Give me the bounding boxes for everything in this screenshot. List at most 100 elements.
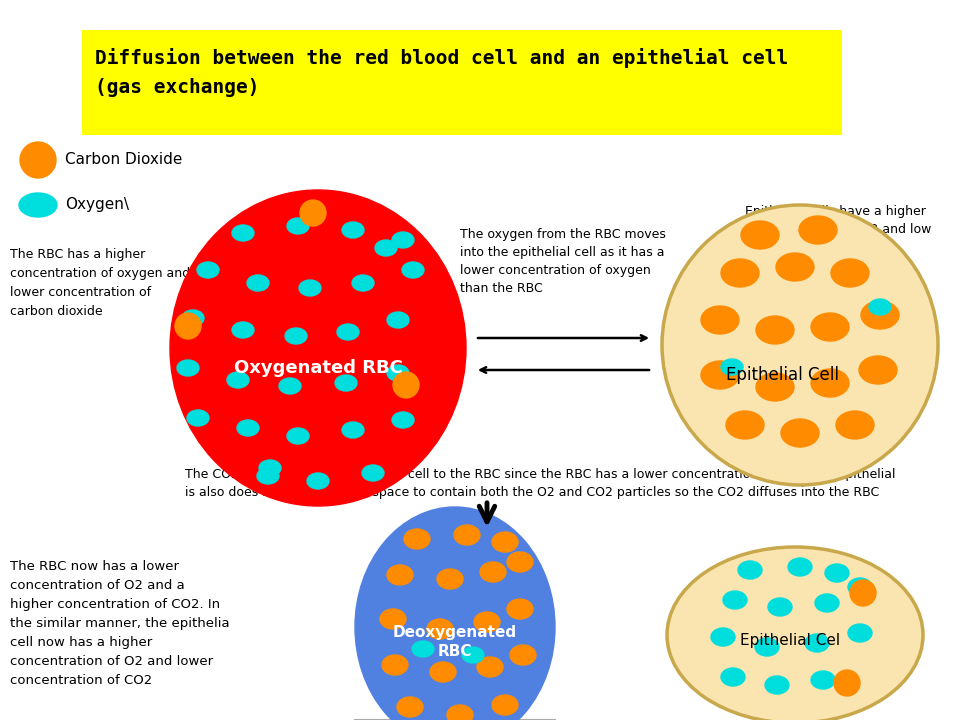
Text: Carbon Dioxide: Carbon Dioxide (65, 153, 182, 168)
Ellipse shape (776, 253, 814, 281)
Ellipse shape (799, 216, 837, 244)
Ellipse shape (447, 705, 473, 720)
Ellipse shape (755, 638, 779, 656)
Ellipse shape (859, 356, 897, 384)
FancyBboxPatch shape (82, 30, 842, 135)
Ellipse shape (387, 312, 409, 328)
Text: The RBC now has a lower
concentration of O2 and a
higher concentration of CO2. I: The RBC now has a lower concentration of… (10, 560, 229, 687)
Text: Oxygen\: Oxygen\ (65, 197, 129, 212)
Circle shape (850, 580, 876, 606)
Ellipse shape (507, 552, 533, 572)
Ellipse shape (437, 569, 463, 589)
Ellipse shape (337, 324, 359, 340)
Ellipse shape (741, 221, 779, 249)
Ellipse shape (738, 561, 762, 579)
Ellipse shape (765, 676, 789, 694)
Ellipse shape (227, 372, 249, 388)
Ellipse shape (462, 647, 484, 663)
Ellipse shape (430, 662, 456, 682)
Ellipse shape (811, 671, 835, 689)
Ellipse shape (662, 205, 938, 485)
Ellipse shape (232, 225, 254, 241)
Ellipse shape (285, 328, 307, 344)
Ellipse shape (237, 420, 259, 436)
Ellipse shape (197, 262, 219, 278)
Ellipse shape (299, 280, 321, 296)
Ellipse shape (392, 232, 414, 248)
Ellipse shape (723, 591, 747, 609)
Ellipse shape (279, 378, 301, 394)
Circle shape (20, 142, 56, 178)
Ellipse shape (170, 190, 466, 506)
Circle shape (300, 200, 326, 226)
Ellipse shape (335, 375, 357, 391)
Ellipse shape (667, 547, 923, 720)
Ellipse shape (756, 316, 794, 344)
Ellipse shape (287, 218, 309, 234)
Ellipse shape (768, 598, 792, 616)
Ellipse shape (721, 359, 743, 375)
Ellipse shape (257, 468, 279, 484)
Ellipse shape (187, 410, 209, 426)
Text: Epithelial Cell: Epithelial Cell (726, 366, 838, 384)
Text: Oxygenated RBC: Oxygenated RBC (233, 359, 402, 377)
Ellipse shape (247, 275, 269, 291)
Text: Epithelial cells have a higher
concentration of CO2 and low
concentration of O2: Epithelial cells have a higher concentra… (745, 205, 931, 254)
Ellipse shape (380, 609, 406, 629)
Ellipse shape (701, 306, 739, 334)
Text: The RBC has a higher
concentration of oxygen and
lower concentration of
carbon d: The RBC has a higher concentration of ox… (10, 248, 190, 318)
Text: (gas exchange): (gas exchange) (95, 78, 259, 97)
Ellipse shape (259, 460, 281, 476)
Ellipse shape (182, 310, 204, 326)
Ellipse shape (287, 428, 309, 444)
Text: The oxygen from the RBC moves
into the epithelial cell as it has a
lower concent: The oxygen from the RBC moves into the e… (460, 228, 666, 295)
Ellipse shape (492, 695, 518, 715)
Circle shape (175, 313, 201, 339)
Circle shape (834, 670, 860, 696)
Ellipse shape (721, 259, 759, 287)
Ellipse shape (375, 240, 397, 256)
Ellipse shape (342, 422, 364, 438)
Ellipse shape (848, 624, 872, 642)
Ellipse shape (805, 634, 829, 652)
Ellipse shape (427, 619, 453, 639)
Ellipse shape (387, 565, 413, 585)
Ellipse shape (781, 419, 819, 447)
Ellipse shape (397, 697, 423, 717)
Ellipse shape (510, 645, 536, 665)
Ellipse shape (392, 412, 414, 428)
Text: Deoxygenated
RBC: Deoxygenated RBC (393, 625, 517, 659)
Ellipse shape (177, 360, 199, 376)
Ellipse shape (402, 262, 424, 278)
Ellipse shape (869, 299, 891, 315)
Ellipse shape (756, 373, 794, 401)
Ellipse shape (480, 562, 506, 582)
Text: Diffusion between the red blood cell and an epithelial cell: Diffusion between the red blood cell and… (95, 48, 788, 68)
Ellipse shape (387, 365, 409, 381)
Ellipse shape (836, 411, 874, 439)
Ellipse shape (788, 558, 812, 576)
Ellipse shape (701, 361, 739, 389)
Ellipse shape (861, 301, 899, 329)
Ellipse shape (352, 275, 374, 291)
Ellipse shape (19, 193, 57, 217)
Ellipse shape (492, 532, 518, 552)
Ellipse shape (454, 525, 480, 545)
Ellipse shape (307, 473, 329, 489)
Ellipse shape (831, 259, 869, 287)
Ellipse shape (721, 668, 745, 686)
Ellipse shape (477, 657, 503, 677)
Ellipse shape (362, 465, 384, 481)
Ellipse shape (815, 594, 839, 612)
Text: Epithelial Cel: Epithelial Cel (740, 632, 840, 647)
Ellipse shape (848, 578, 872, 596)
Ellipse shape (726, 411, 764, 439)
Ellipse shape (412, 641, 434, 657)
Ellipse shape (474, 612, 500, 632)
Ellipse shape (232, 322, 254, 338)
Ellipse shape (342, 222, 364, 238)
Ellipse shape (711, 628, 735, 646)
Ellipse shape (825, 564, 849, 582)
Ellipse shape (355, 507, 555, 720)
Ellipse shape (404, 529, 430, 549)
